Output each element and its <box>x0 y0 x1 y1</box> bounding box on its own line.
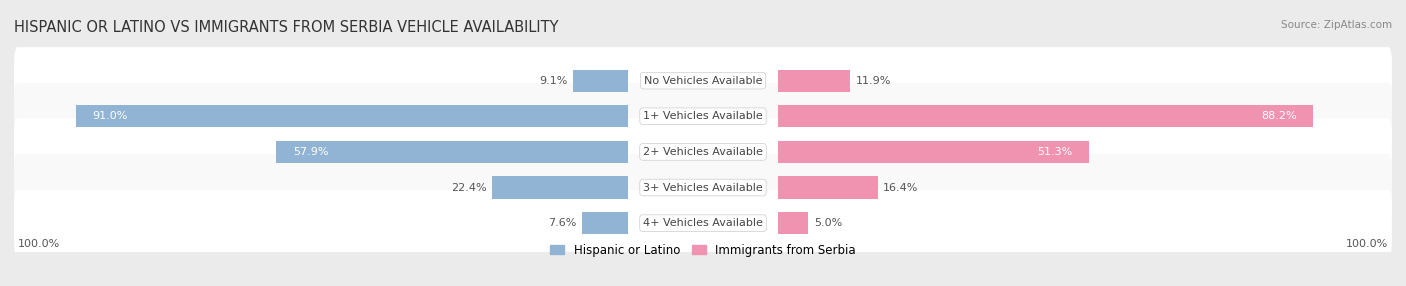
Text: 100.0%: 100.0% <box>1347 239 1389 249</box>
Bar <box>778 69 851 92</box>
Text: HISPANIC OR LATINO VS IMMIGRANTS FROM SERBIA VEHICLE AVAILABILITY: HISPANIC OR LATINO VS IMMIGRANTS FROM SE… <box>14 20 558 35</box>
FancyBboxPatch shape <box>14 83 1392 150</box>
FancyBboxPatch shape <box>14 47 1392 114</box>
Text: No Vehicles Available: No Vehicles Available <box>644 76 762 86</box>
Bar <box>778 141 1090 163</box>
Text: 1+ Vehicles Available: 1+ Vehicles Available <box>643 111 763 121</box>
Text: 7.6%: 7.6% <box>548 218 576 228</box>
Text: 57.9%: 57.9% <box>294 147 329 157</box>
Text: 4+ Vehicles Available: 4+ Vehicles Available <box>643 218 763 228</box>
Text: 3+ Vehicles Available: 3+ Vehicles Available <box>643 182 763 192</box>
Text: 5.0%: 5.0% <box>814 218 842 228</box>
Bar <box>76 105 628 127</box>
Text: Source: ZipAtlas.com: Source: ZipAtlas.com <box>1281 20 1392 30</box>
Bar <box>778 105 1313 127</box>
Text: 16.4%: 16.4% <box>883 182 918 192</box>
Bar <box>277 141 628 163</box>
FancyBboxPatch shape <box>14 154 1392 221</box>
Bar <box>582 212 628 234</box>
Bar <box>778 212 808 234</box>
Bar <box>572 69 628 92</box>
Bar <box>778 176 877 198</box>
FancyBboxPatch shape <box>14 118 1392 185</box>
Text: 9.1%: 9.1% <box>538 76 567 86</box>
Text: 22.4%: 22.4% <box>451 182 486 192</box>
Text: 2+ Vehicles Available: 2+ Vehicles Available <box>643 147 763 157</box>
FancyBboxPatch shape <box>14 190 1392 257</box>
Bar <box>492 176 628 198</box>
Text: 51.3%: 51.3% <box>1038 147 1073 157</box>
Text: 100.0%: 100.0% <box>17 239 59 249</box>
Text: 11.9%: 11.9% <box>856 76 891 86</box>
Text: 88.2%: 88.2% <box>1261 111 1296 121</box>
Legend: Hispanic or Latino, Immigrants from Serbia: Hispanic or Latino, Immigrants from Serb… <box>550 244 856 257</box>
Text: 91.0%: 91.0% <box>93 111 128 121</box>
